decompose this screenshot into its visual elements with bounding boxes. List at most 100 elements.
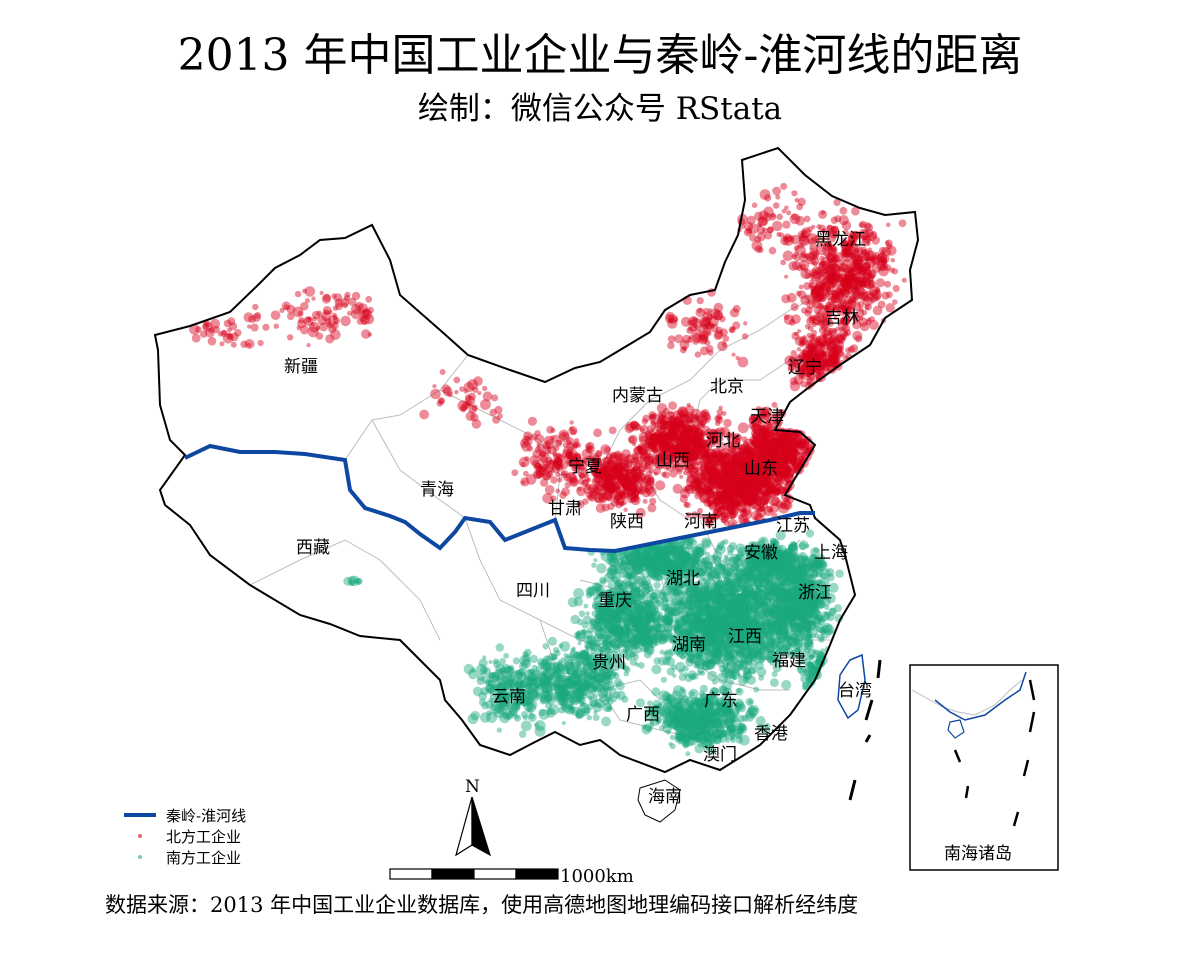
firm-point (695, 424, 701, 431)
firm-point (726, 584, 737, 596)
firm-point (752, 494, 762, 504)
firm-point (736, 472, 746, 481)
firm-point (742, 469, 749, 476)
firm-point (732, 482, 743, 492)
firm-point (731, 491, 741, 501)
firm-point (751, 416, 756, 421)
firm-point (728, 479, 737, 487)
firm-point (755, 468, 761, 474)
firm-point (661, 437, 668, 444)
firm-point (724, 507, 733, 516)
firm-point (717, 494, 728, 504)
nine-dash-segment (848, 659, 882, 801)
firm-point (748, 482, 757, 491)
firm-point (800, 380, 807, 388)
firm-point (779, 469, 789, 479)
firm-point (715, 490, 721, 496)
firm-point (642, 414, 650, 423)
firm-point (302, 288, 307, 294)
firm-point (686, 474, 697, 484)
firm-point (723, 451, 731, 459)
firm-point (761, 496, 770, 505)
firm-point (772, 440, 778, 447)
firm-point (725, 504, 736, 515)
firm-point (722, 478, 728, 484)
firm-point (722, 502, 729, 510)
firm-point (858, 307, 864, 312)
firm-point (775, 464, 784, 472)
firm-point (742, 473, 750, 481)
firm-point (702, 485, 713, 496)
firm-point (759, 468, 767, 476)
firm-point (773, 488, 779, 494)
firm-point (695, 472, 706, 483)
firm-point (741, 467, 752, 477)
map-title: 2013 年中国工业企业与秦岭-淮河线的距离 (177, 30, 1023, 81)
firm-point (745, 468, 752, 474)
firm-point (322, 306, 332, 315)
firm-point (778, 502, 790, 514)
firm-point (739, 506, 746, 513)
firm-point (739, 461, 747, 468)
firm-point (757, 453, 767, 462)
firm-point (726, 481, 735, 490)
firm-point (721, 466, 732, 477)
firm-point (708, 469, 715, 477)
firm-point (863, 261, 872, 270)
firm-point (723, 488, 729, 494)
firm-point (742, 501, 748, 507)
firm-point (711, 454, 717, 460)
firm-point (555, 488, 561, 494)
firm-point (755, 471, 766, 482)
firm-point (550, 476, 558, 484)
firm-point (740, 469, 749, 478)
firm-point (732, 474, 738, 480)
firm-point (742, 457, 752, 468)
firm-point (649, 413, 655, 419)
firm-point (775, 483, 783, 490)
firm-point (760, 467, 767, 474)
firm-point (738, 477, 749, 488)
firm-point (750, 447, 756, 454)
firm-point (774, 438, 781, 446)
firm-point (792, 437, 802, 447)
firm-point (759, 505, 766, 512)
firm-point (736, 468, 744, 475)
firm-point (739, 619, 747, 627)
firm-point (779, 502, 787, 510)
firm-point (744, 589, 753, 598)
firm-point (777, 485, 786, 494)
firm-point (769, 486, 778, 495)
firm-point (700, 623, 707, 630)
firm-point (706, 477, 714, 485)
firm-point (770, 496, 781, 507)
firm-point (731, 452, 742, 463)
firm-point (699, 492, 710, 503)
firm-point (254, 312, 261, 319)
firm-point (772, 483, 780, 490)
firm-point (740, 485, 751, 496)
firm-point (730, 464, 741, 474)
firm-point (730, 454, 739, 463)
firm-point (781, 457, 788, 464)
firm-point (727, 489, 736, 499)
firm-point (682, 486, 689, 493)
firm-point (741, 472, 753, 484)
firm-point (721, 491, 732, 502)
firm-point (741, 494, 753, 505)
firm-point (713, 450, 722, 460)
firm-point (310, 322, 315, 327)
firm-point (724, 473, 734, 483)
firm-point (783, 500, 793, 510)
firm-point (608, 426, 617, 435)
firm-point (599, 496, 607, 504)
firm-point (730, 505, 735, 510)
firm-point (773, 488, 779, 493)
firm-point (834, 287, 843, 296)
firm-point (714, 588, 721, 595)
firm-point (864, 303, 872, 311)
firm-point (720, 473, 725, 479)
firm-point (760, 466, 767, 472)
firm-point (717, 504, 724, 510)
firm-point (728, 495, 733, 501)
